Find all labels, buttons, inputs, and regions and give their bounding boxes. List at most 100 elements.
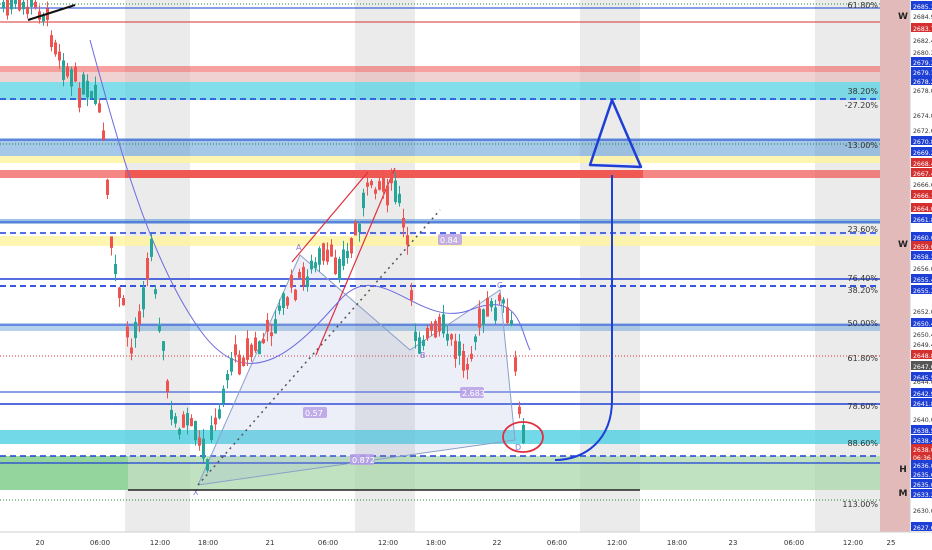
candle-body bbox=[366, 182, 369, 187]
price-tag-box bbox=[911, 469, 932, 478]
time-axis[interactable]: 20 06:00 12:00 18:00 21 06:00 12:00 18:00 22 06:0… bbox=[0, 531, 932, 550]
candle-body bbox=[270, 332, 273, 337]
ratio-badge bbox=[460, 387, 484, 398]
price-zone bbox=[0, 430, 880, 444]
candle-body bbox=[254, 337, 257, 351]
price-label: 2652.0 bbox=[913, 309, 932, 316]
candle-body bbox=[474, 336, 477, 343]
price-label: 06:36 bbox=[913, 455, 931, 462]
time-tick-label: 21 bbox=[266, 539, 275, 547]
pattern-point-label: A bbox=[296, 243, 302, 252]
price-label: 2627.6 bbox=[913, 525, 932, 532]
price-label: 2647.6 bbox=[913, 364, 932, 371]
candle-body bbox=[482, 309, 485, 326]
time-tick-label: 06:00 bbox=[784, 539, 804, 547]
candle-body bbox=[198, 437, 201, 446]
candle-body bbox=[2, 1, 5, 8]
price-axis[interactable]: 2685.3 2684.9 2683.7 2682.4 2680.3 2679.3 2679… bbox=[909, 0, 932, 532]
price-label: 2635.6 bbox=[913, 472, 932, 479]
candle-body bbox=[334, 257, 337, 275]
price-label: 2684.9 bbox=[913, 14, 932, 21]
candle-body bbox=[430, 323, 433, 331]
candle-body bbox=[290, 274, 293, 288]
time-tick-label: 25 bbox=[887, 539, 896, 547]
candle-body bbox=[346, 250, 349, 258]
candle-body bbox=[282, 293, 285, 309]
candle-body bbox=[110, 236, 113, 248]
candle-body bbox=[258, 341, 261, 355]
candle-body bbox=[166, 380, 169, 392]
candle-body bbox=[130, 347, 133, 354]
candle-body bbox=[358, 223, 361, 233]
candle-body bbox=[410, 290, 413, 301]
price-label: 2679.1 bbox=[913, 70, 932, 77]
time-tick-label: 18:00 bbox=[198, 539, 218, 547]
fib-level-label: 78.60% bbox=[847, 402, 878, 411]
price-tag-box bbox=[911, 398, 932, 407]
candle-body bbox=[86, 80, 89, 98]
price-tag-box bbox=[911, 251, 932, 260]
candle-body bbox=[14, 0, 17, 5]
time-tick-label: 06:00 bbox=[318, 539, 338, 547]
candle-body bbox=[338, 258, 341, 280]
candle-body bbox=[98, 103, 101, 113]
price-tag-box bbox=[911, 444, 932, 453]
candle-body bbox=[94, 84, 97, 104]
price-tag-box bbox=[911, 479, 932, 488]
timeframe-marker: W bbox=[898, 240, 908, 250]
candle-body bbox=[194, 420, 197, 441]
candle-body bbox=[426, 327, 429, 339]
fib-labels: 61.80% 38.20% -27.20% -13.00% 23.60% 76.40% 38… bbox=[842, 1, 908, 509]
time-tick-label: 18:00 bbox=[426, 539, 446, 547]
ratio-label: 2.683 bbox=[462, 389, 485, 398]
price-tag-box bbox=[911, 136, 932, 145]
time-axis-bg bbox=[0, 532, 932, 550]
candle-body bbox=[274, 319, 277, 334]
trend-dotted bbox=[197, 209, 441, 486]
candle-body bbox=[266, 319, 269, 332]
moving-average bbox=[89, 39, 531, 364]
candle-body bbox=[490, 300, 493, 308]
price-tag-box bbox=[911, 460, 932, 469]
candle-body bbox=[330, 244, 333, 257]
candle-body bbox=[54, 42, 57, 55]
candle-body bbox=[178, 429, 181, 435]
candle-body bbox=[190, 418, 193, 427]
price-label: 2635.0 bbox=[913, 482, 932, 489]
candle-body bbox=[246, 338, 249, 360]
price-tag-box bbox=[911, 425, 932, 434]
candle-body bbox=[506, 307, 509, 324]
candle-body bbox=[286, 297, 289, 306]
price-label: 2669.2 bbox=[913, 150, 932, 157]
price-label: 2648.8 bbox=[913, 353, 932, 360]
price-tag-box bbox=[911, 23, 932, 32]
price-tag-box bbox=[911, 274, 932, 283]
axis-shade bbox=[880, 0, 910, 532]
price-label: 2659.0 bbox=[913, 244, 932, 251]
candle-body bbox=[378, 181, 381, 190]
price-label: 2660.0 bbox=[913, 235, 932, 242]
price-tag-box bbox=[911, 203, 932, 212]
candle-body bbox=[486, 297, 489, 317]
candle-body bbox=[238, 354, 241, 375]
price-zone bbox=[0, 72, 880, 82]
fib-level-label: 50.00% bbox=[847, 319, 878, 328]
time-tick-label: 22 bbox=[493, 539, 502, 547]
price-tag-box bbox=[911, 318, 932, 327]
price-tag-box bbox=[911, 435, 932, 444]
candle-body bbox=[502, 299, 505, 304]
harmonic-pattern: X A B C D 0.84 0.57 2.683 0.872 bbox=[193, 167, 521, 497]
candle-body bbox=[210, 425, 213, 440]
price-label: 2666.1 bbox=[913, 193, 932, 200]
candle-body bbox=[382, 177, 385, 192]
price-zone bbox=[0, 138, 880, 156]
channel-line bbox=[315, 167, 396, 356]
price-label: 2650.4 bbox=[913, 332, 932, 339]
candle-body bbox=[158, 324, 161, 332]
price-label: 2678.2 bbox=[913, 79, 932, 86]
candle-body bbox=[322, 243, 325, 261]
price-label: 2670.8 bbox=[913, 139, 932, 146]
price-label: 2641.8 bbox=[913, 401, 932, 408]
candle-body bbox=[498, 294, 501, 301]
